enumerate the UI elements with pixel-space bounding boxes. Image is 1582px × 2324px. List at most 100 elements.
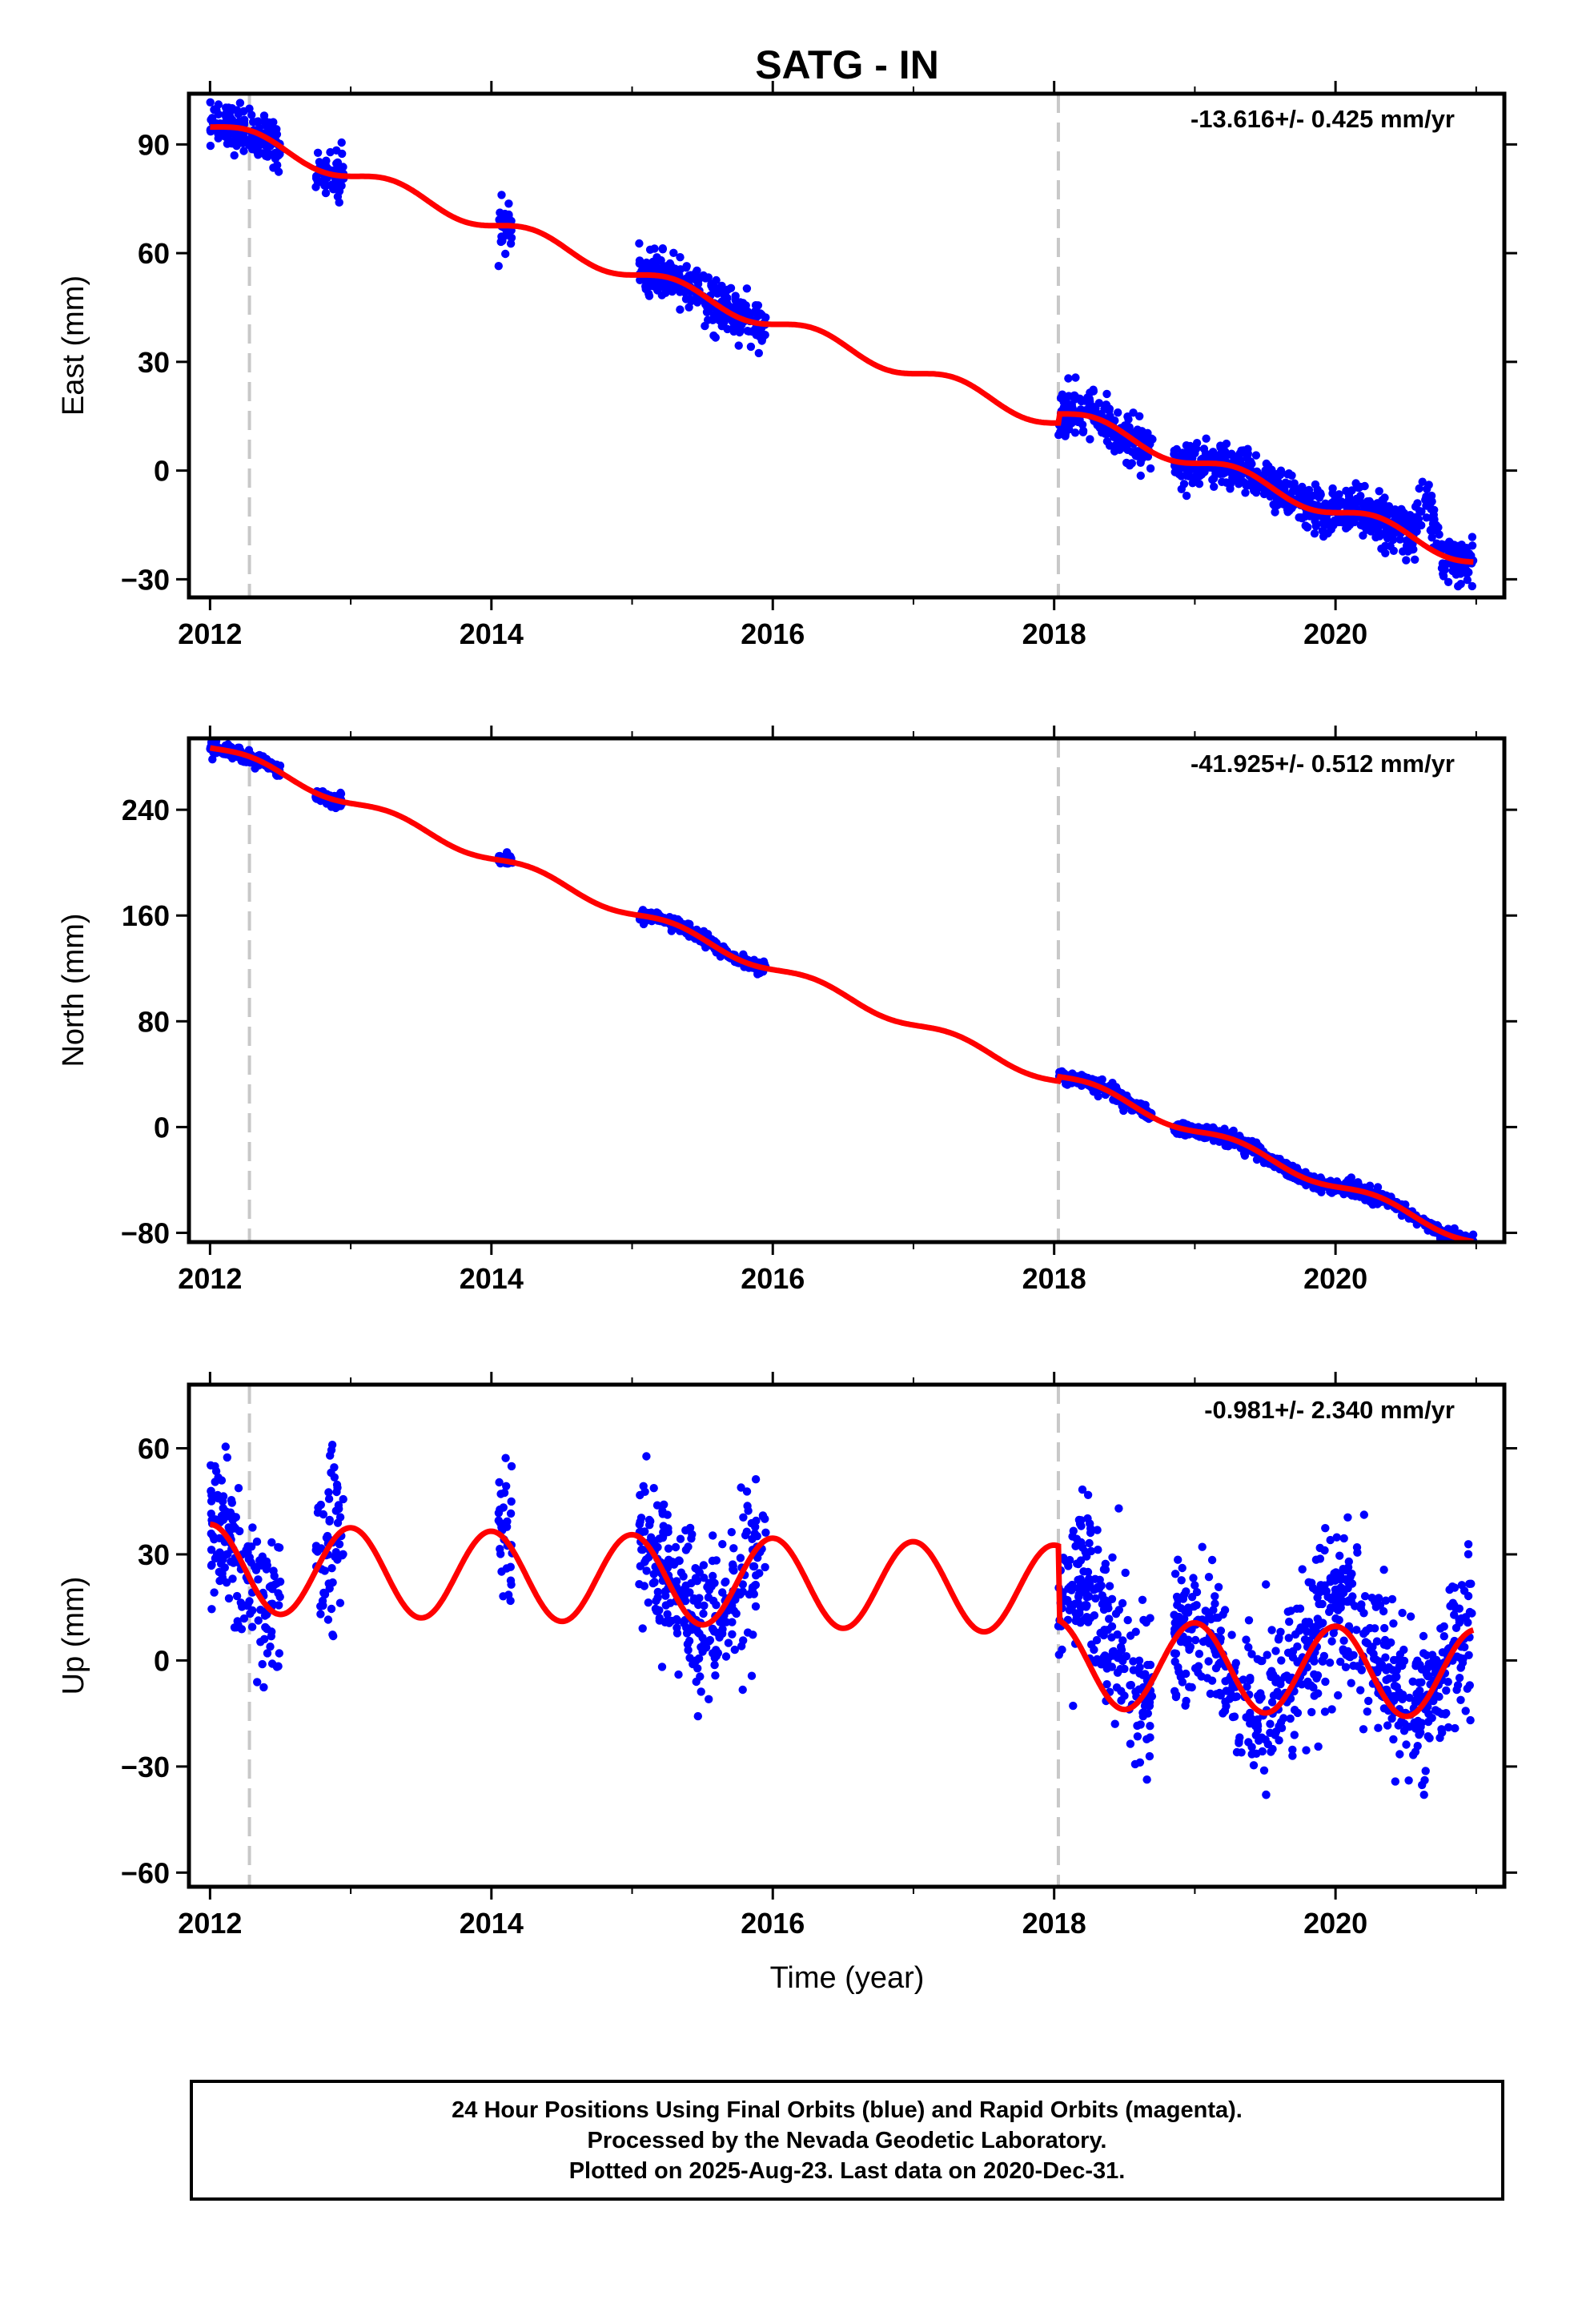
data-point <box>696 1672 705 1681</box>
data-point <box>1318 1599 1327 1609</box>
data-point <box>658 244 667 253</box>
x-tick-label: 2018 <box>1022 617 1086 650</box>
data-point <box>335 1598 345 1607</box>
data-point <box>1418 1780 1427 1790</box>
data-point <box>674 1670 683 1679</box>
data-point <box>1093 1526 1102 1534</box>
data-point <box>266 1642 275 1651</box>
data-point <box>1435 1692 1443 1701</box>
data-point <box>1460 1642 1469 1651</box>
data-point <box>1274 1635 1283 1644</box>
data-point <box>1170 449 1178 459</box>
data-point <box>1191 1635 1200 1645</box>
data-point <box>1392 1683 1402 1691</box>
data-point <box>676 305 685 314</box>
data-point <box>1079 1615 1088 1625</box>
rate-label: -41.925+/- 0.512 mm/yr <box>1191 750 1455 778</box>
data-point <box>245 1553 254 1562</box>
data-point <box>228 115 237 125</box>
data-point <box>1083 1514 1092 1523</box>
data-point <box>1192 476 1201 485</box>
data-point <box>1285 480 1295 489</box>
data-point <box>1318 1619 1327 1628</box>
data-point <box>1211 1613 1221 1622</box>
data-point <box>501 1454 510 1462</box>
data-point <box>1127 448 1137 456</box>
data-point <box>1117 1696 1126 1705</box>
data-point <box>1220 468 1230 477</box>
data-point <box>1295 1604 1305 1613</box>
data-point <box>1210 482 1219 491</box>
data-point <box>753 1554 762 1562</box>
data-point <box>1089 387 1098 396</box>
data-point <box>274 1542 283 1552</box>
data-point <box>1402 556 1411 565</box>
data-point <box>1333 1598 1343 1606</box>
data-point <box>1119 1106 1128 1116</box>
data-point <box>721 1578 729 1587</box>
data-point <box>1290 1706 1299 1715</box>
data-point <box>1082 1602 1090 1611</box>
data-point <box>1449 562 1459 571</box>
data-point <box>1070 428 1080 437</box>
data-point <box>1097 409 1106 419</box>
data-point <box>1389 1735 1398 1744</box>
data-point <box>1235 1739 1243 1747</box>
data-point <box>685 919 694 929</box>
data-point <box>327 180 336 189</box>
data-point <box>506 1596 515 1606</box>
data-point <box>1275 1736 1283 1745</box>
data-point <box>635 239 644 248</box>
data-point <box>1307 1578 1316 1587</box>
data-point <box>1468 1230 1478 1239</box>
data-point <box>1145 1702 1154 1711</box>
data-point <box>693 1566 702 1574</box>
data-point <box>1135 412 1144 420</box>
data-point <box>1356 1604 1366 1613</box>
data-point <box>1174 467 1182 476</box>
data-point <box>728 1630 737 1639</box>
data-point <box>227 1496 236 1505</box>
data-point <box>271 1580 279 1589</box>
data-point <box>207 114 217 123</box>
data-point <box>1197 1672 1206 1681</box>
data-point <box>1290 1731 1299 1739</box>
data-point <box>676 1534 685 1543</box>
data-point <box>1335 1551 1344 1560</box>
y-tick-label: 0 <box>154 455 170 488</box>
data-point <box>1058 1645 1066 1655</box>
data-point <box>1262 1791 1271 1799</box>
data-point <box>1374 501 1383 509</box>
data-point <box>215 1534 224 1543</box>
data-point <box>1468 541 1477 550</box>
footer-line-3: Plotted on 2025-Aug-23. Last data on 202… <box>568 2157 1126 2184</box>
data-point <box>1091 1658 1100 1667</box>
data-point <box>676 253 685 262</box>
data-point <box>1276 1627 1285 1637</box>
data-point <box>324 1494 334 1503</box>
data-point <box>705 1695 713 1703</box>
data-point <box>1216 1626 1226 1635</box>
x-tick-label: 2020 <box>1303 617 1367 650</box>
data-point <box>1171 1692 1181 1702</box>
data-point <box>206 98 215 107</box>
data-point <box>1327 1593 1336 1602</box>
data-point <box>751 1580 761 1590</box>
data-point <box>1099 1565 1109 1574</box>
data-point <box>230 151 239 160</box>
data-point <box>224 103 233 112</box>
data-point <box>1254 1691 1263 1700</box>
plot-frame <box>187 91 1507 600</box>
data-point <box>1464 1550 1473 1559</box>
data-point <box>754 348 763 358</box>
data-point <box>1332 502 1341 511</box>
data-point <box>666 1598 675 1607</box>
data-point <box>642 258 651 267</box>
data-point <box>1327 1705 1336 1714</box>
data-point <box>679 1572 688 1581</box>
data-point <box>319 1510 328 1519</box>
data-point <box>1404 1776 1413 1785</box>
data-point <box>207 1560 216 1570</box>
data-point <box>234 110 243 119</box>
data-point <box>1375 487 1383 496</box>
